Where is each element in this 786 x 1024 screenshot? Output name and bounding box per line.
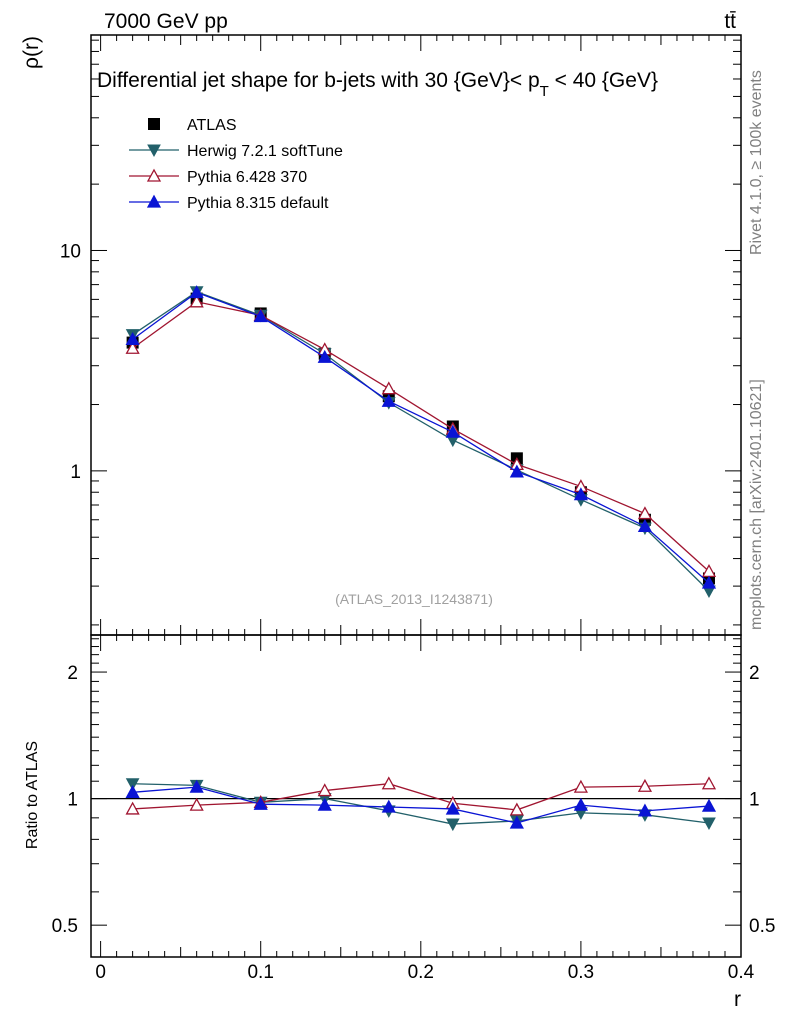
y-axis-label: ρ(r) xyxy=(20,36,43,69)
ratio-plot-frame xyxy=(90,634,742,958)
process-label: tt̄ xyxy=(724,10,736,33)
legend-label-2: Pythia 8.315 default xyxy=(187,195,329,212)
series-point-1 xyxy=(189,294,204,308)
ratio-line-2 xyxy=(132,786,710,824)
series-point-1 xyxy=(125,340,140,354)
ratio-point-2 xyxy=(253,796,268,810)
x-tick-label: 0.3 xyxy=(568,962,594,983)
legend-marker-1 xyxy=(146,168,162,182)
x-tick-label: 0.4 xyxy=(728,962,755,983)
ratio-point-2 xyxy=(125,784,140,798)
series-point-2 xyxy=(445,424,460,438)
ratio-point-1 xyxy=(125,801,140,815)
series-point-1 xyxy=(637,506,653,520)
ratio-tick-label: 1 xyxy=(67,790,78,811)
series-point-2 xyxy=(125,332,140,346)
ratio-point-2 xyxy=(189,779,204,793)
ratio-point-1 xyxy=(317,783,332,797)
plot-title-end: < 40 {GeV} xyxy=(549,69,658,92)
series-point-2 xyxy=(253,309,268,323)
ratio-point-1 xyxy=(701,776,717,790)
legend-atlas-marker xyxy=(148,118,160,130)
plot-title: Differential jet shape for b-jets with 3… xyxy=(97,69,658,100)
legend-atlas-label: ATLAS xyxy=(187,117,237,134)
ratio-tick-label: 2 xyxy=(67,663,78,684)
analysis-id: (ATLAS_2013_I1243871) xyxy=(335,591,493,607)
series-point-2 xyxy=(701,575,717,589)
ratio-line-0 xyxy=(132,783,710,825)
ratio-point-2 xyxy=(317,797,332,811)
ratio-point-2 xyxy=(509,815,524,829)
ratio-point-1 xyxy=(189,797,204,811)
legend: ATLAS Herwig 7.2.1 softTune Pythia 6.428 3… xyxy=(129,117,343,212)
energy-label: 7000 GeV pp xyxy=(104,10,228,33)
y-tick-label: 10 xyxy=(60,241,81,262)
rivet-side-label: Rivet 4.1.0, ≥ 100k events xyxy=(748,70,765,255)
x-tick-label: 0.2 xyxy=(408,962,434,983)
series-point-2 xyxy=(189,285,204,299)
x-axis-label: r xyxy=(734,988,741,1011)
plot-title-main: Differential jet shape for b-jets with 3… xyxy=(97,69,540,92)
ratio-point-2 xyxy=(381,799,396,813)
series-line-2 xyxy=(132,291,710,584)
ratio-point-1 xyxy=(573,779,588,793)
ratio-point-2 xyxy=(637,803,653,817)
legend-marker-2 xyxy=(146,194,162,208)
ratio-point-2 xyxy=(573,797,588,811)
series-point-2 xyxy=(381,393,396,407)
y-tick-label: 1 xyxy=(70,462,81,483)
plot-title-subscript: T xyxy=(540,83,549,100)
ratio-tick-label: 1 xyxy=(749,790,760,811)
legend-label-1: Pythia 6.428 370 xyxy=(187,169,307,186)
ratio-y-axis-label: Ratio to ATLAS xyxy=(24,741,41,849)
series-line-0 xyxy=(132,290,710,592)
ratio-line-1 xyxy=(132,783,710,811)
x-tick-label: 0 xyxy=(95,962,106,983)
series-point-2 xyxy=(637,519,653,533)
ratio-tick-label: 0.5 xyxy=(749,916,775,937)
ratio-tick-label: 0.5 xyxy=(52,916,78,937)
series-point-1 xyxy=(381,381,396,395)
ratio-point-0 xyxy=(125,778,140,791)
ratio-point-1 xyxy=(381,776,396,790)
series-line-1 xyxy=(132,301,710,572)
ratio-point-0 xyxy=(702,817,716,831)
ratio-point-1 xyxy=(509,802,524,816)
legend-marker-0 xyxy=(147,144,161,158)
ratio-point-2 xyxy=(445,801,460,815)
legend-label-0: Herwig 7.2.1 softTune xyxy=(187,143,343,160)
mcplots-side-label: mcplots.cern.ch [arXiv:2401.10621] xyxy=(748,379,765,630)
series-point-2 xyxy=(573,487,588,501)
ratio-tick-label: 2 xyxy=(749,663,760,684)
ratio-point-0 xyxy=(445,818,460,832)
x-tick-label: 0.1 xyxy=(247,962,273,983)
series-point-2 xyxy=(317,349,332,363)
ratio-point-2 xyxy=(701,798,717,812)
ratio-point-1 xyxy=(637,778,653,792)
series-point-2 xyxy=(509,464,524,478)
